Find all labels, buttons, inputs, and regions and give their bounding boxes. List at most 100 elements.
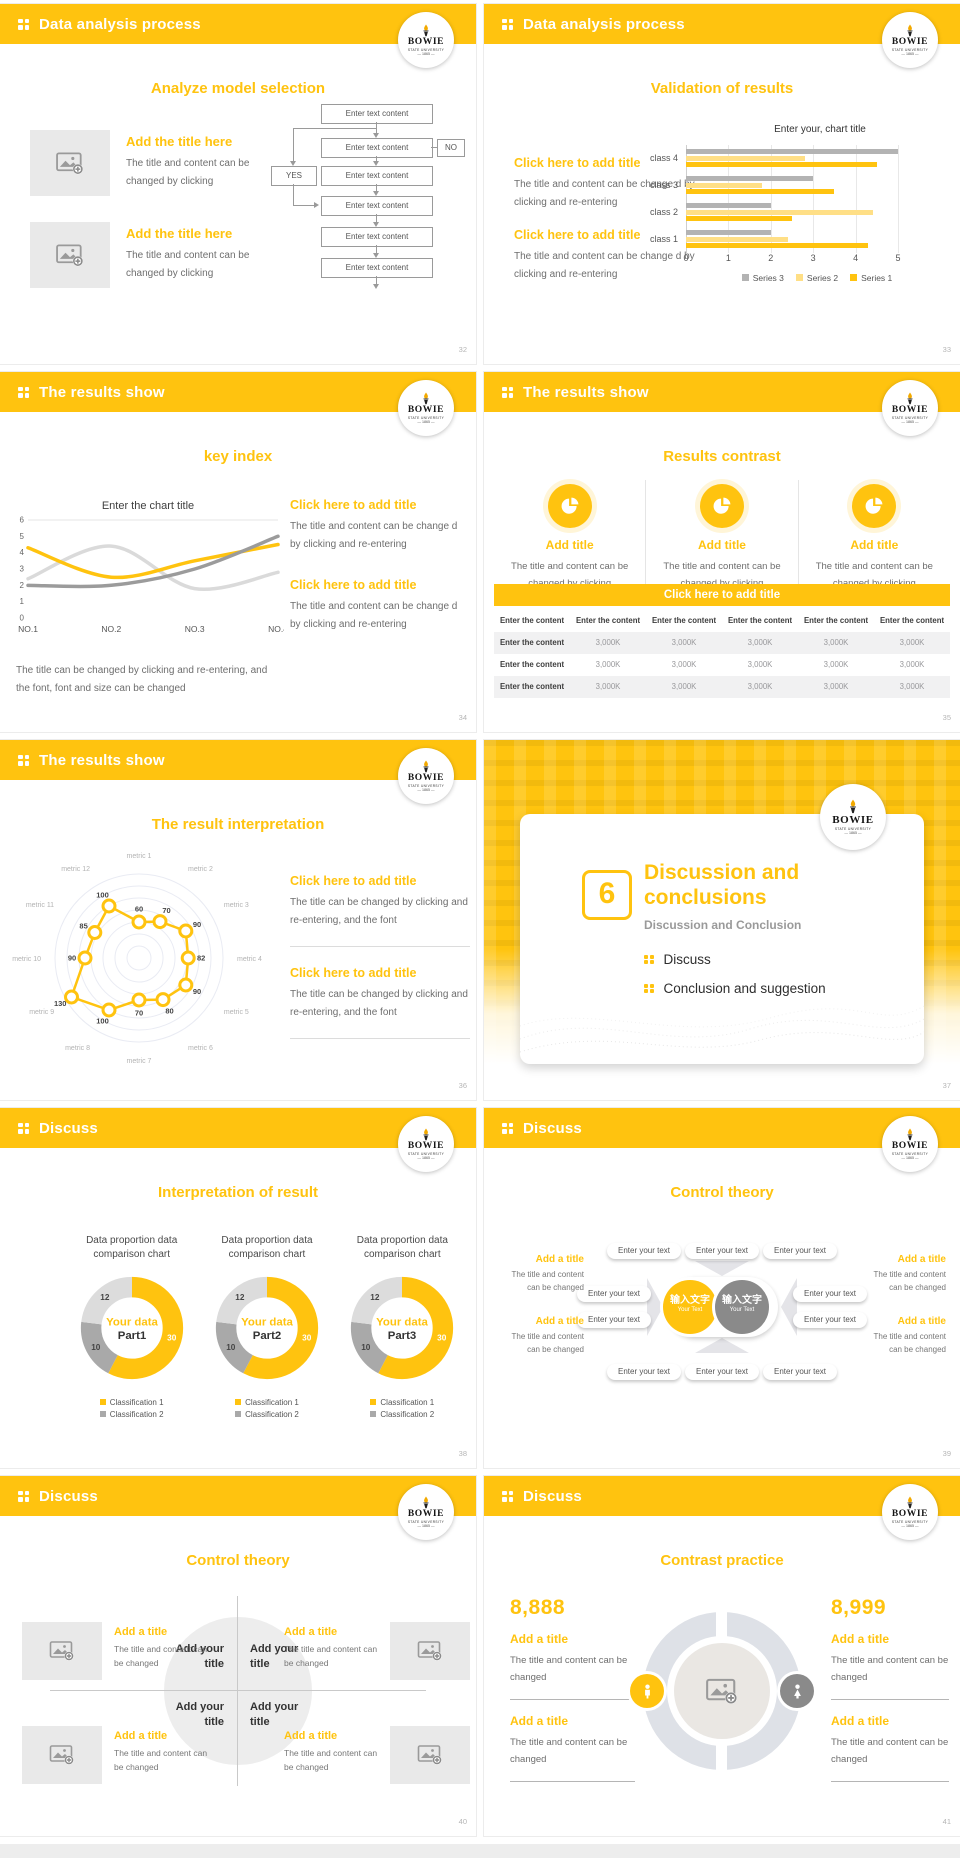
quadrant-horizontal-line [50, 1690, 426, 1691]
svg-text:NO.1: NO.1 [18, 624, 38, 634]
bar [686, 209, 873, 215]
slide-32-analyze-model-selection[interactable]: Data analysis process BOWIE STATE UNIVERS… [0, 4, 476, 364]
svg-text:2: 2 [20, 581, 25, 590]
section-card: 6 Discussion and conclusions Discussion a… [520, 814, 924, 1064]
svg-text:30: 30 [167, 1334, 177, 1343]
svg-text:5: 5 [20, 532, 25, 541]
slide-header-title: Discuss [523, 1119, 582, 1137]
slide-41-contrast-practice[interactable]: Discuss BOWIE STATE UNIVERSITY — 1865 — Co… [484, 1476, 960, 1836]
block-title: Click here to add title [290, 874, 417, 888]
slide-36-result-interpretation[interactable]: The results show BOWIE STATE UNIVERSITY — … [0, 740, 476, 1100]
block-body: The title and content can be changed [510, 1655, 628, 1684]
diagram-pill: Enter your text [577, 1312, 651, 1328]
logo-name: BOWIE [407, 773, 445, 784]
svg-text:30: 30 [437, 1334, 447, 1343]
logo-subtitle: STATE UNIVERSITY [891, 1519, 929, 1524]
torch-icon [421, 760, 431, 773]
line-chart-title: Enter the chart title [101, 500, 195, 512]
slide-header-title: Discuss [523, 1487, 582, 1505]
svg-text:30: 30 [302, 1334, 312, 1343]
legend-item: Series 3 [741, 273, 784, 283]
bar-category-label: class 2 [649, 207, 678, 217]
image-placeholder-icon [674, 1643, 770, 1739]
svg-text:metric 5: metric 5 [224, 1009, 249, 1016]
slide-34-key-index[interactable]: The results show BOWIE STATE UNIVERSITY — … [0, 372, 476, 732]
quadrant-label: Add your title [175, 1701, 224, 1728]
table-cell: 3,000K [899, 638, 925, 647]
diagram-pill: Enter your text [793, 1312, 867, 1328]
block-body: The title and content can be change d by… [290, 521, 458, 550]
table-row: Enter the content 3,000K 3,000K 3,000K 3,000… [494, 654, 950, 676]
slide-38-interpretation-of-result[interactable]: Discuss BOWIE STATE UNIVERSITY — 1865 — In… [0, 1108, 476, 1468]
table-cell: 3,000K [823, 682, 849, 691]
svg-text:metric 8: metric 8 [65, 1045, 90, 1052]
svg-text:metric 9: metric 9 [29, 1009, 54, 1016]
donut-row: Data proportion data comparison chart 30 10… [64, 1234, 470, 1422]
feature-item: Add title The title and content can be ch… [646, 480, 799, 593]
text-block: Click here to add title The title and co… [290, 578, 470, 634]
logo-subtitle: STATE UNIVERSITY [891, 415, 929, 420]
svg-text:70: 70 [162, 906, 170, 915]
block-title: Click here to add title [290, 578, 417, 592]
svg-text:1: 1 [20, 597, 25, 606]
slide-header-band: Discuss [0, 1108, 476, 1148]
svg-text:metric 1: metric 1 [127, 853, 152, 860]
bowie-logo: BOWIE STATE UNIVERSITY — 1865 — [398, 12, 454, 68]
logo-year: — 1865 — [901, 51, 919, 56]
slide-40-control-theory-quadrant[interactable]: Discuss BOWIE STATE UNIVERSITY — 1865 — Co… [0, 1476, 476, 1836]
torch-icon [905, 1128, 915, 1141]
side-block: Add a title The title and content can be… [860, 1316, 947, 1357]
block-title: Add a title [114, 1626, 168, 1638]
slide-header-title: Data analysis process [523, 15, 685, 33]
logo-year: — 1865 — [417, 1155, 435, 1160]
table-cell: 3,000K [899, 682, 925, 691]
corner-block: Add a title The title and content can be… [284, 1730, 384, 1775]
bowie-logo: BOWIE STATE UNIVERSITY — 1865 — [882, 380, 938, 436]
svg-text:metric 11: metric 11 [26, 902, 54, 909]
logo-name: BOWIE [407, 1509, 445, 1520]
block-body: The title and content can be changed [511, 1332, 585, 1354]
svg-text:12: 12 [371, 1293, 381, 1302]
center-circle: 输入文字 Your Text [663, 1280, 717, 1334]
slide-39-control-theory-diagram[interactable]: Discuss BOWIE STATE UNIVERSITY — 1865 — Co… [484, 1108, 960, 1468]
block-body: The title and content can be changed [511, 1270, 585, 1292]
flow-no-box: NO [437, 139, 465, 157]
x-tick-label: 2 [768, 253, 774, 263]
bar [686, 189, 835, 194]
slide-33-validation-of-results[interactable]: Data analysis process BOWIE STATE UNIVERS… [484, 4, 960, 364]
bar-category-label: class 1 [649, 234, 678, 244]
slide-header-band: Discuss [484, 1108, 960, 1148]
svg-text:NO.2: NO.2 [101, 624, 121, 634]
svg-text:Part2: Part2 [253, 1330, 282, 1342]
block-body: The title and content can be changed [831, 1737, 949, 1766]
flow-box: Enter text content [321, 196, 433, 216]
table-cell: 3,000K [747, 638, 773, 647]
slide-37-section-divider[interactable]: 6 Discussion and conclusions Discussion a… [484, 740, 960, 1100]
feature-title: Add title [545, 538, 594, 552]
torch-icon [421, 24, 431, 37]
svg-text:60: 60 [135, 905, 143, 914]
torch-icon [905, 392, 915, 405]
image-placeholder-icon [22, 1622, 102, 1680]
quadrant-vertical-line [237, 1596, 238, 1786]
bar-chart-legend: Series 3 Series 2 Series 1 [624, 273, 954, 283]
logo-year: — 1865 — [417, 1523, 435, 1528]
slide-35-results-contrast[interactable]: The results show BOWIE STATE UNIVERSITY — … [484, 372, 960, 732]
bar-chart-categories: class 4 class 3 class 2 class 1 [624, 145, 686, 253]
svg-text:metric 12: metric 12 [61, 866, 90, 873]
logo-name: BOWIE [891, 405, 929, 416]
diagram-pill: Enter your text [685, 1243, 759, 1259]
page-footer-strip [0, 1844, 960, 1858]
svg-text:85: 85 [79, 922, 87, 931]
svg-text:Your data: Your data [241, 1317, 293, 1329]
slide-header-band: Data analysis process [484, 4, 960, 44]
slide-header-title: Discuss [39, 1487, 98, 1505]
page-number: 41 [942, 1817, 951, 1826]
svg-text:metric 7: metric 7 [127, 1058, 152, 1065]
block-title: Click here to add title [514, 228, 641, 242]
block-body: The title and content can be change d by… [514, 179, 695, 208]
svg-text:metric 10: metric 10 [12, 956, 41, 963]
legend-item: Classification 1 [370, 1397, 434, 1409]
